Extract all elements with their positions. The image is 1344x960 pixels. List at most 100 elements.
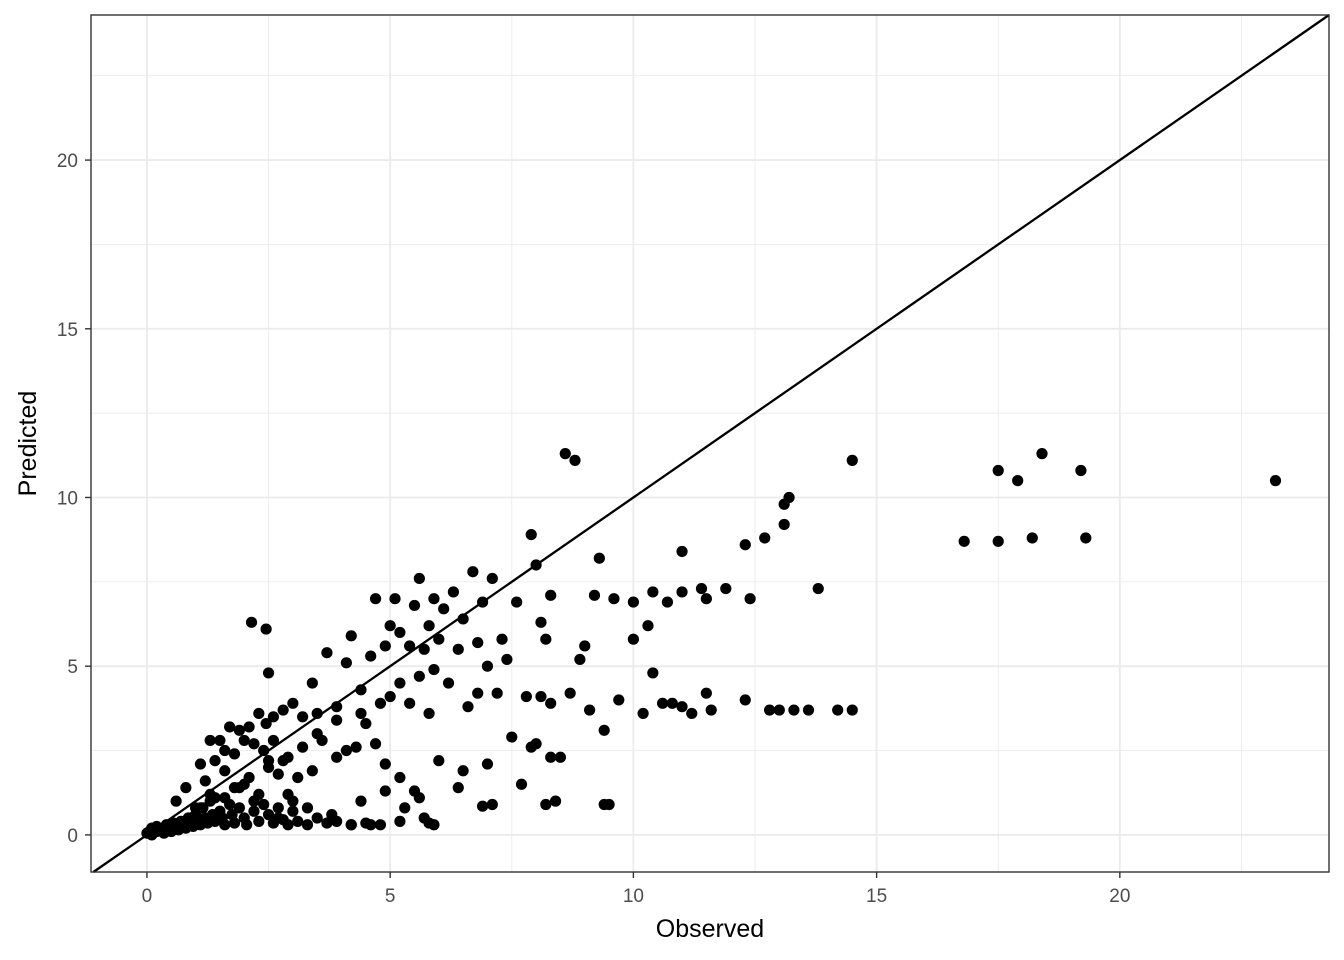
data-point xyxy=(442,677,455,689)
data-point xyxy=(481,660,494,672)
data-point xyxy=(301,802,314,814)
data-point xyxy=(428,663,440,676)
data-point xyxy=(637,707,649,720)
x-tick-label: 10 xyxy=(623,886,644,907)
data-point xyxy=(700,593,712,605)
data-point xyxy=(394,771,406,784)
data-point xyxy=(647,667,659,679)
data-point xyxy=(846,704,858,716)
data-point xyxy=(199,775,211,787)
data-point xyxy=(759,532,771,544)
data-point xyxy=(272,802,284,814)
data-point xyxy=(331,714,343,726)
data-point xyxy=(365,819,377,831)
data-point xyxy=(262,667,275,679)
data-point xyxy=(379,758,391,770)
data-point xyxy=(394,677,406,689)
data-point xyxy=(258,744,270,757)
data-points xyxy=(141,448,1282,841)
data-point xyxy=(389,593,401,605)
data-point xyxy=(554,751,567,763)
data-point xyxy=(476,800,489,812)
y-axis-title: Predicted xyxy=(14,391,42,497)
y-tick-label: 15 xyxy=(57,320,78,341)
data-point xyxy=(345,819,357,831)
data-point xyxy=(588,589,601,601)
data-point xyxy=(260,717,272,730)
data-point xyxy=(404,640,416,652)
data-point xyxy=(428,819,440,831)
data-point xyxy=(345,630,357,642)
data-point xyxy=(700,687,712,699)
data-point xyxy=(228,748,241,760)
data-point xyxy=(452,782,464,794)
data-point xyxy=(277,704,289,716)
data-point xyxy=(404,697,416,709)
major-gridlines xyxy=(91,15,1329,872)
data-point xyxy=(515,778,528,790)
data-point xyxy=(384,690,396,703)
data-point xyxy=(311,707,323,720)
data-point xyxy=(267,711,280,723)
data-point xyxy=(245,616,258,628)
data-point xyxy=(486,798,498,811)
data-point xyxy=(739,539,751,551)
data-point xyxy=(481,758,494,770)
y-axis-ticks: 0 5 10 15 20 xyxy=(57,151,91,847)
data-point xyxy=(301,819,314,831)
data-point xyxy=(739,694,751,706)
data-point xyxy=(311,728,323,740)
data-point xyxy=(233,724,245,736)
data-point xyxy=(219,819,231,831)
y-tick-label: 10 xyxy=(57,488,78,509)
identity-reference-line xyxy=(92,14,1330,873)
data-point xyxy=(763,704,776,716)
data-point xyxy=(520,690,532,703)
data-point xyxy=(545,751,557,763)
data-point xyxy=(457,765,469,777)
data-point xyxy=(306,677,318,689)
data-point xyxy=(204,734,216,747)
data-point xyxy=(292,771,304,784)
x-tick-label: 20 xyxy=(1109,886,1130,907)
data-point xyxy=(958,535,970,547)
data-point xyxy=(496,633,508,645)
data-point xyxy=(394,626,406,639)
data-point xyxy=(331,751,343,763)
data-point xyxy=(248,805,260,817)
data-point xyxy=(452,643,464,655)
minor-gridlines xyxy=(91,15,1329,872)
data-point xyxy=(608,593,620,605)
data-point xyxy=(369,593,382,605)
data-point xyxy=(802,704,815,716)
data-point xyxy=(292,815,304,827)
data-point xyxy=(287,697,299,709)
data-point xyxy=(262,809,275,821)
data-point xyxy=(321,647,333,659)
x-tick-label: 15 xyxy=(866,886,887,907)
data-point xyxy=(686,707,698,720)
data-point xyxy=(491,687,503,699)
data-point xyxy=(579,640,591,652)
data-point xyxy=(267,734,280,747)
data-point xyxy=(642,620,654,632)
data-point xyxy=(355,684,367,696)
data-point xyxy=(647,586,659,598)
data-point xyxy=(720,582,732,595)
data-point xyxy=(525,528,537,541)
data-point xyxy=(832,704,844,716)
data-point xyxy=(287,795,299,807)
data-point xyxy=(272,812,284,824)
data-point xyxy=(992,464,1004,477)
data-point xyxy=(423,707,435,720)
data-point xyxy=(394,815,406,827)
x-axis-title: Observed xyxy=(656,915,764,943)
data-point xyxy=(243,721,255,733)
data-point xyxy=(778,518,790,531)
data-point xyxy=(695,582,708,595)
data-point xyxy=(846,454,858,466)
data-point xyxy=(233,802,245,814)
data-point xyxy=(428,593,440,605)
data-point xyxy=(676,545,688,558)
data-point xyxy=(238,734,250,747)
